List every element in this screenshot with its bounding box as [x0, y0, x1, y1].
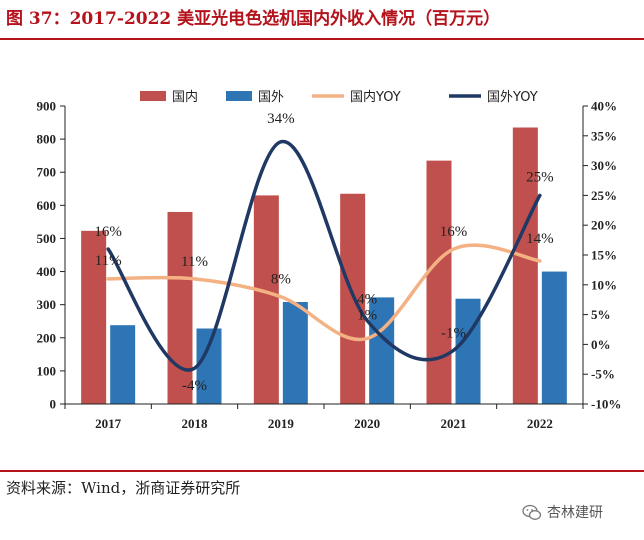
- legend-label: 国外YOY: [487, 90, 538, 105]
- bar-overseas-2019: [282, 302, 308, 404]
- lines-layer: [106, 139, 542, 372]
- x-tick-label: 2017: [95, 416, 122, 431]
- y-left-tick-label: 0: [50, 397, 57, 412]
- y-right-tick-label: 40%: [591, 99, 617, 114]
- y-right-tick-label: 15%: [591, 248, 617, 263]
- y-right-tick-label: 20%: [591, 218, 617, 233]
- data-label-overseas-yoy: 16%: [94, 224, 122, 240]
- data-label-overseas-yoy: -4%: [182, 378, 207, 394]
- x-tick-label: 2020: [354, 416, 380, 431]
- y-right-tick-label: 25%: [591, 188, 617, 203]
- bar-domestic-2021: [426, 160, 452, 404]
- data-label-domestic-yoy: 16%: [440, 224, 468, 240]
- axes-layer: 0 100 200 300 400 500 600 700 800 900 -10% -5% 0% 5% 1…: [37, 99, 622, 432]
- line-overseas-yoy: [106, 139, 542, 372]
- y-left-tick-label: 700: [37, 165, 57, 180]
- data-label-overseas-yoy: 4%: [357, 292, 377, 308]
- bar-overseas-2021: [455, 298, 481, 404]
- y-left-tick-label: 800: [37, 132, 57, 147]
- legend-label: 国内: [172, 89, 198, 105]
- y-left-tick-label: 100: [37, 363, 57, 378]
- bar-overseas-2022: [541, 271, 567, 404]
- source-note: 资料来源：Wind，浙商证券研究所: [6, 479, 241, 497]
- bar-domestic-2018: [167, 211, 193, 404]
- bar-domestic-2022: [512, 127, 538, 405]
- data-label-overseas-yoy: -1%: [441, 325, 466, 341]
- chart-title: 图 37：2017-2022 美亚光电色选机国内外收入情况（百万元）: [6, 9, 501, 29]
- legend-swatch-1: [226, 91, 252, 101]
- legend-label: 国内YOY: [350, 89, 401, 105]
- x-tick-label: 2019: [268, 416, 295, 431]
- y-left-tick-label: 600: [37, 198, 57, 213]
- data-label-domestic-yoy: 14%: [526, 231, 554, 247]
- watermark: 杏林建研: [522, 500, 603, 526]
- data-label-overseas-yoy: 34%: [267, 111, 295, 127]
- y-right-tick-label: 35%: [591, 128, 617, 143]
- bar-domestic-2019: [253, 195, 279, 404]
- y-right-tick-label: -5%: [591, 367, 615, 382]
- labels-layer: 11% 11% 8% 1% 16% 14% 16% -4% 34% 4% -1% 25%: [94, 111, 553, 394]
- y-right-tick-label: -10%: [591, 397, 621, 412]
- data-label-domestic-yoy: 8%: [271, 272, 291, 288]
- line-domestic-yoy: [106, 243, 542, 342]
- chart-area: 0 100 200 300 400 500 600 700 800 900 -10% -5% 0% 5% 1…: [37, 89, 622, 432]
- y-left-tick-label: 400: [37, 264, 57, 279]
- x-tick-label: 2022: [527, 416, 553, 431]
- y-left-tick-label: 900: [37, 99, 57, 114]
- footer-divider: [0, 470, 644, 472]
- bar-domestic-2020: [340, 193, 366, 404]
- data-label-domestic-yoy: 11%: [95, 253, 122, 269]
- bars-layer: [81, 127, 567, 405]
- legend-label: 国外: [258, 90, 284, 105]
- bar-domestic-2017: [81, 230, 107, 404]
- y-left-tick-label: 500: [37, 231, 57, 246]
- title-divider: [0, 38, 644, 40]
- x-tick-label: 2021: [441, 416, 467, 431]
- data-label-overseas-yoy: 25%: [526, 169, 554, 185]
- watermark-text: 杏林建研: [547, 505, 603, 521]
- y-left-tick-label: 200: [37, 330, 57, 345]
- y-right-tick-label: 30%: [591, 158, 617, 173]
- y-right-tick-label: 10%: [591, 277, 617, 292]
- legend-swatch-0: [140, 91, 166, 101]
- y-left-tick-label: 300: [37, 297, 57, 312]
- y-right-tick-label: 5%: [591, 307, 611, 322]
- legend: 国内 国外 国内YOY 国外YOY: [140, 89, 538, 105]
- data-label-domestic-yoy: 11%: [181, 254, 208, 270]
- bar-overseas-2017: [110, 325, 136, 404]
- wechat-icon: [522, 504, 542, 520]
- bar-overseas-2020: [369, 297, 395, 404]
- x-tick-label: 2018: [182, 416, 209, 431]
- data-label-domestic-yoy: 1%: [357, 307, 377, 323]
- y-right-tick-label: 0%: [591, 337, 611, 352]
